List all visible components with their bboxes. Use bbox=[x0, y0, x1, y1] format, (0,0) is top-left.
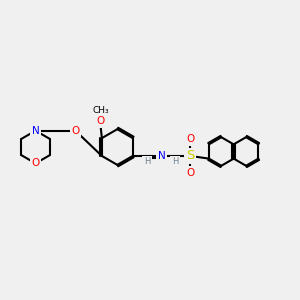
Text: N: N bbox=[158, 151, 166, 161]
Text: N: N bbox=[32, 126, 39, 136]
Text: S: S bbox=[186, 149, 194, 162]
Text: CH₃: CH₃ bbox=[92, 106, 109, 115]
Text: O: O bbox=[96, 116, 104, 127]
Text: O: O bbox=[32, 158, 40, 168]
Text: H: H bbox=[172, 158, 178, 166]
Text: O: O bbox=[186, 134, 194, 144]
Text: O: O bbox=[71, 126, 80, 136]
Text: H: H bbox=[144, 158, 150, 166]
Text: O: O bbox=[186, 168, 194, 178]
